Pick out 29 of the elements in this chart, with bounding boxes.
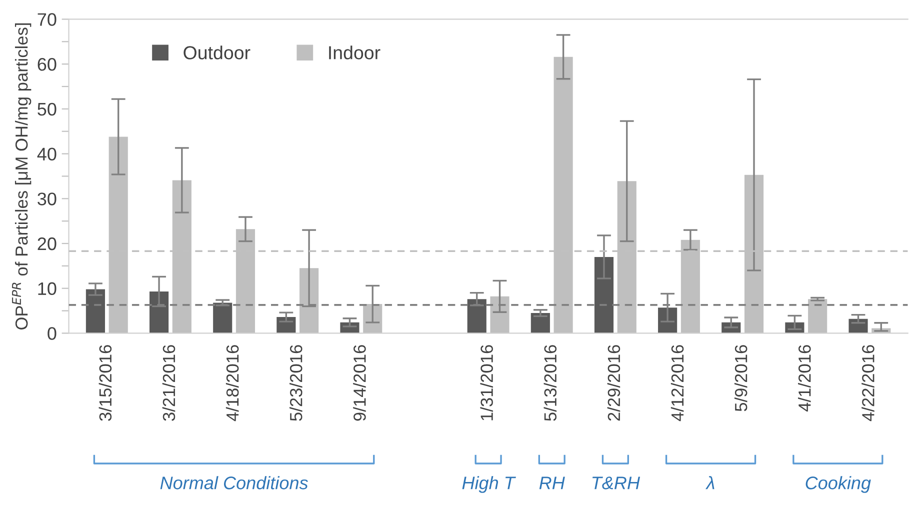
y-tick-label: 0 [48, 327, 56, 340]
x-tick-label: 5/13/2016 [544, 345, 557, 421]
text: T&RH [592, 476, 640, 490]
legend-label: Outdoor [184, 46, 250, 60]
text: RH [539, 476, 565, 490]
x-tick-label: 1/31/2016 [480, 345, 493, 420]
x-tick-label: 5/23/2016 [290, 345, 302, 421]
x-tick-label: 3/21/2016 [162, 345, 176, 421]
legend-label: Indoor [329, 46, 380, 60]
y-tick-label: 20 [38, 237, 56, 250]
x-tick-label: 4/1/2016 [798, 345, 811, 412]
text: Cooking [806, 476, 871, 493]
x-tick-label: 9/14/2016 [353, 345, 366, 421]
y-axis-title: OP$^{EPR}$ of Particles [μM OH/mg particles] [12, 23, 32, 330]
y-tick-label: 40 [37, 148, 56, 160]
y-tick-label: 70 [38, 13, 56, 26]
text: Normal Conditions [160, 476, 308, 490]
x-tick-label: 4/18/2016 [226, 345, 239, 422]
y-tick-label: 60 [38, 58, 56, 71]
x-tick-label: 3/15/2016 [98, 345, 112, 421]
x-tick-label: 4/12/2016 [670, 345, 684, 422]
x-tick-label: 5/9/2016 [734, 345, 748, 412]
x-tick-label: 2/29/2016 [607, 345, 620, 421]
x-tick-label: 4/22/2016 [862, 345, 874, 422]
text: High T [462, 476, 516, 493]
y-tick-label: 30 [38, 192, 56, 206]
text: λ [706, 476, 714, 490]
y-tick-label: 10 [38, 282, 56, 296]
y-tick-label: 50 [38, 102, 56, 116]
